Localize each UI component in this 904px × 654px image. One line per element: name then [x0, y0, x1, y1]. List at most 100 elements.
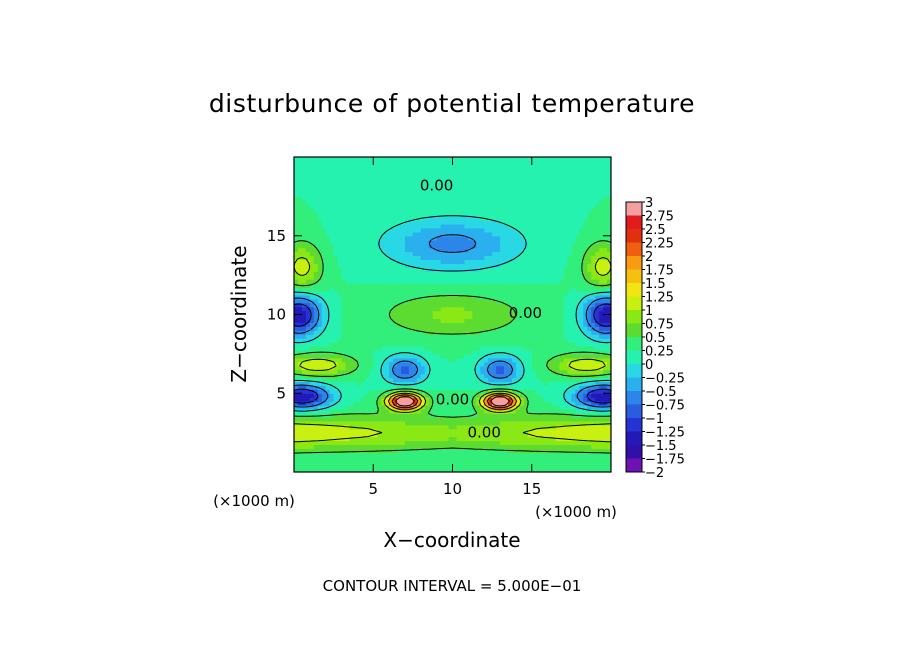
- heatmap-cell: [294, 452, 299, 457]
- heatmap-cell: [317, 306, 323, 312]
- heatmap-cell: [460, 294, 465, 300]
- heatmap-cell: [317, 275, 323, 280]
- heatmap-cell: [432, 263, 438, 268]
- heatmap-cell: [321, 361, 327, 367]
- heatmap-cell: [448, 460, 454, 465]
- heatmap-cell: [400, 346, 406, 351]
- heatmap-cell: [404, 440, 410, 446]
- heatmap-cell: [345, 369, 351, 375]
- heatmap-cell: [484, 428, 489, 434]
- heatmap-cell: [575, 310, 580, 316]
- heatmap-cell: [579, 357, 584, 363]
- heatmap-cell: [428, 334, 434, 339]
- heatmap-cell: [349, 298, 355, 304]
- heatmap-cell: [515, 373, 521, 379]
- heatmap-cell: [416, 310, 422, 316]
- heatmap-cell: [440, 279, 446, 284]
- heatmap-cell: [543, 428, 549, 434]
- heatmap-cell: [301, 342, 307, 347]
- heatmap-cell: [444, 412, 450, 418]
- heatmap-cell: [389, 314, 394, 320]
- heatmap-cell: [575, 460, 580, 465]
- heatmap-cell: [515, 353, 521, 359]
- heatmap-cell: [551, 393, 557, 398]
- heatmap-cell: [365, 464, 370, 469]
- heatmap-cell: [468, 275, 473, 280]
- heatmap-cell: [507, 424, 513, 430]
- heatmap-cell: [607, 227, 611, 233]
- heatmap-cell: [365, 251, 370, 257]
- heatmap-cell: [369, 440, 374, 446]
- heatmap-cell: [321, 440, 327, 446]
- heatmap-cell: [397, 310, 402, 316]
- heatmap-cell: [337, 247, 343, 253]
- heatmap-cell: [531, 460, 537, 465]
- heatmap-cell: [424, 412, 430, 418]
- heatmap-cell: [535, 286, 541, 292]
- heatmap-cell: [607, 385, 611, 390]
- heatmap-cell: [444, 353, 450, 359]
- heatmap-cell: [436, 275, 442, 280]
- heatmap-cell: [329, 456, 335, 461]
- heatmap-cell: [547, 318, 553, 323]
- heatmap-cell: [365, 310, 370, 316]
- heatmap-cell: [575, 259, 580, 264]
- heatmap-cell: [599, 424, 604, 430]
- heatmap-cell: [436, 397, 442, 402]
- heatmap-cell: [369, 349, 374, 355]
- heatmap-cell: [448, 428, 454, 434]
- heatmap-cell: [603, 310, 608, 316]
- heatmap-cell: [436, 416, 442, 422]
- heatmap-cell: [341, 275, 347, 280]
- heatmap-cell: [452, 259, 458, 264]
- heatmap-cell: [432, 239, 438, 245]
- heatmap-cell: [317, 223, 323, 229]
- heatmap-cell: [337, 432, 343, 438]
- heatmap-cell: [567, 334, 572, 339]
- heatmap-cell: [452, 334, 458, 339]
- heatmap-cell: [337, 456, 343, 461]
- heatmap-cell: [397, 271, 402, 276]
- heatmap-cell: [369, 239, 374, 245]
- heatmap-cell: [297, 448, 303, 453]
- heatmap-cell: [389, 440, 394, 446]
- heatmap-cell: [543, 440, 549, 446]
- heatmap-cell: [507, 401, 513, 406]
- heatmap-cell: [404, 318, 410, 323]
- heatmap-cell: [591, 294, 596, 300]
- heatmap-cell: [353, 456, 358, 461]
- heatmap-cell: [599, 420, 604, 426]
- heatmap-cell: [507, 235, 513, 241]
- heatmap-cell: [385, 255, 390, 260]
- heatmap-cell: [567, 251, 572, 257]
- heatmap-cell: [543, 377, 549, 383]
- heatmap-cell: [337, 227, 343, 233]
- heatmap-cell: [591, 330, 596, 335]
- heatmap-cell: [400, 286, 406, 292]
- heatmap-cell: [567, 424, 572, 430]
- heatmap-cell: [456, 424, 462, 430]
- heatmap-cell: [373, 318, 378, 323]
- heatmap-cell: [416, 279, 422, 284]
- heatmap-cell: [389, 283, 394, 288]
- heatmap-cell: [408, 255, 414, 260]
- heatmap-cell: [321, 294, 327, 300]
- heatmap-cell: [404, 377, 410, 383]
- heatmap-cell: [563, 401, 569, 406]
- heatmap-cell: [472, 464, 477, 469]
- heatmap-cell: [456, 346, 462, 351]
- heatmap-cell: [460, 373, 465, 379]
- heatmap-cell: [436, 243, 442, 249]
- heatmap-cell: [519, 227, 525, 233]
- heatmap-cell: [408, 275, 414, 280]
- heatmap-cell: [349, 412, 355, 418]
- heatmap-cell: [301, 424, 307, 430]
- heatmap-cell: [385, 385, 390, 390]
- heatmap-cell: [436, 365, 442, 371]
- heatmap-cell: [551, 310, 557, 316]
- heatmap-cell: [412, 420, 418, 426]
- heatmap-cell: [543, 235, 549, 241]
- heatmap-cell: [579, 314, 584, 320]
- heatmap-cell: [345, 342, 351, 347]
- heatmap-cell: [301, 349, 307, 355]
